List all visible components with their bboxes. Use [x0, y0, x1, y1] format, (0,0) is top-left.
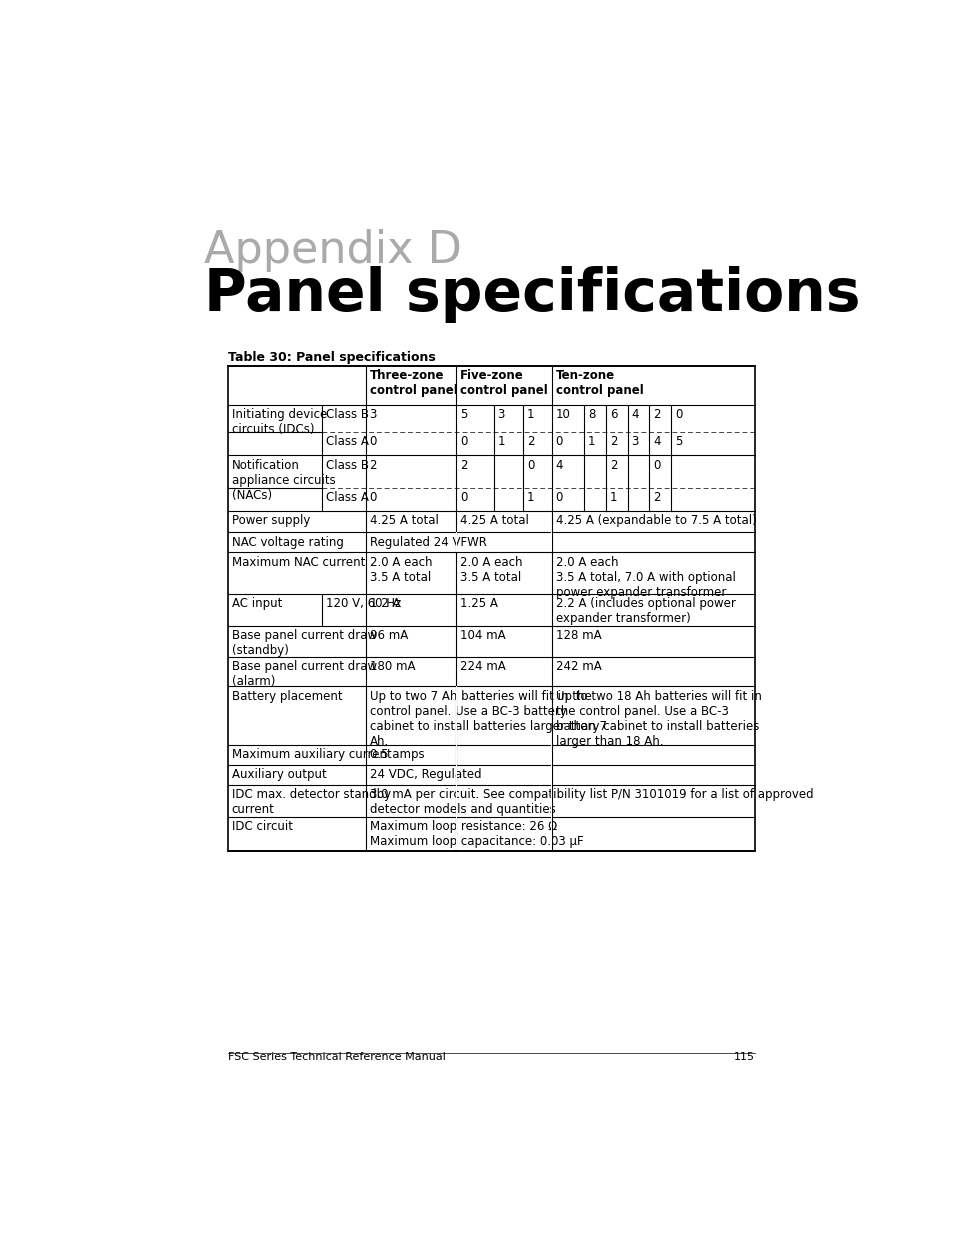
Text: 1: 1: [609, 490, 617, 504]
Text: 4: 4: [631, 408, 639, 421]
Text: 3: 3: [369, 408, 376, 421]
Text: 2: 2: [653, 408, 660, 421]
Text: Class B: Class B: [326, 458, 369, 472]
Text: 24 VDC, Regulated: 24 VDC, Regulated: [369, 768, 480, 781]
Text: Table 30: Panel specifications: Table 30: Panel specifications: [228, 351, 435, 364]
Text: 0: 0: [555, 436, 562, 448]
Text: Panel specifications: Panel specifications: [204, 266, 861, 324]
Text: Notification
appliance circuits
(NACs): Notification appliance circuits (NACs): [232, 458, 335, 501]
Bar: [551, 532, 552, 552]
Text: Up to two 7 Ah batteries will fit in the
control panel. Use a BC-3 battery
cabin: Up to two 7 Ah batteries will fit in the…: [369, 689, 606, 747]
Text: 0: 0: [526, 458, 534, 472]
Text: 2: 2: [459, 458, 467, 472]
Text: 2.0 A each
3.5 A total: 2.0 A each 3.5 A total: [459, 556, 522, 583]
Text: 0: 0: [369, 436, 376, 448]
Text: 3: 3: [631, 436, 639, 448]
Text: Initiating device
circuits (IDCs): Initiating device circuits (IDCs): [232, 408, 327, 436]
Text: NAC voltage rating: NAC voltage rating: [232, 536, 343, 548]
Text: 128 mA: 128 mA: [555, 630, 600, 642]
Text: Class B: Class B: [326, 408, 369, 421]
Text: 4.25 A (expandable to 7.5 A total): 4.25 A (expandable to 7.5 A total): [555, 514, 756, 527]
Text: 4.25 A total: 4.25 A total: [369, 514, 438, 527]
Text: 1: 1: [497, 436, 504, 448]
Text: 0: 0: [674, 408, 681, 421]
Text: 2: 2: [609, 436, 617, 448]
Text: 0.5 amps: 0.5 amps: [369, 748, 424, 761]
Text: 6: 6: [609, 408, 617, 421]
Text: 0: 0: [369, 490, 376, 504]
Bar: [228, 366, 754, 851]
Text: 0: 0: [459, 436, 467, 448]
Text: 96 mA: 96 mA: [369, 630, 407, 642]
Text: 2: 2: [369, 458, 376, 472]
Text: 5: 5: [459, 408, 467, 421]
Text: Five-zone
control panel: Five-zone control panel: [459, 369, 547, 398]
Text: 1: 1: [587, 436, 595, 448]
Text: Maximum auxiliary current: Maximum auxiliary current: [232, 748, 391, 761]
Text: 4: 4: [653, 436, 660, 448]
Text: 2: 2: [526, 436, 534, 448]
Text: Ten-zone
control panel: Ten-zone control panel: [555, 369, 642, 398]
Text: 224 mA: 224 mA: [459, 661, 505, 673]
Text: 115: 115: [733, 1052, 754, 1062]
Text: Base panel current draw
(alarm): Base panel current draw (alarm): [232, 661, 376, 688]
Text: 242 mA: 242 mA: [555, 661, 600, 673]
Text: Battery placement: Battery placement: [232, 689, 342, 703]
Text: 104 mA: 104 mA: [459, 630, 505, 642]
Text: Three-zone
control panel: Three-zone control panel: [369, 369, 456, 398]
Text: Class A: Class A: [326, 436, 369, 448]
Text: 2.2 A (includes optional power
expander transformer): 2.2 A (includes optional power expander …: [555, 597, 735, 625]
Text: 2: 2: [609, 458, 617, 472]
Text: 1.2 A: 1.2 A: [369, 597, 399, 610]
Text: 10: 10: [555, 408, 570, 421]
Text: 120 V, 60 Hz: 120 V, 60 Hz: [326, 597, 401, 610]
Text: IDC circuit: IDC circuit: [232, 820, 293, 834]
Text: 5: 5: [674, 436, 681, 448]
Bar: [551, 818, 552, 851]
Text: FSC Series Technical Reference Manual: FSC Series Technical Reference Manual: [228, 1052, 445, 1062]
Bar: [551, 745, 552, 764]
Text: 2: 2: [653, 490, 660, 504]
Text: 2.0 A each
3.5 A total: 2.0 A each 3.5 A total: [369, 556, 432, 583]
Text: Power supply: Power supply: [232, 514, 310, 527]
Text: 0: 0: [555, 490, 562, 504]
Text: 8: 8: [587, 408, 595, 421]
Text: 1: 1: [526, 490, 534, 504]
Text: 4.25 A total: 4.25 A total: [459, 514, 529, 527]
Text: AC input: AC input: [232, 597, 282, 610]
Text: 180 mA: 180 mA: [369, 661, 415, 673]
Text: 1: 1: [526, 408, 534, 421]
Bar: [551, 764, 552, 785]
Text: Maximum NAC current: Maximum NAC current: [232, 556, 365, 568]
Text: 3.0 mA per circuit. See compatibility list P/N 3101019 for a list of approved
de: 3.0 mA per circuit. See compatibility li…: [369, 788, 812, 816]
Text: Appendix D: Appendix D: [204, 228, 462, 272]
Text: 0: 0: [459, 490, 467, 504]
Text: IDC max. detector standby
current: IDC max. detector standby current: [232, 788, 391, 816]
Text: 3: 3: [497, 408, 504, 421]
Text: 1.25 A: 1.25 A: [459, 597, 497, 610]
Text: 2.0 A each
3.5 A total, 7.0 A with optional
power expander transformer: 2.0 A each 3.5 A total, 7.0 A with optio…: [555, 556, 735, 599]
Text: Maximum loop resistance: 26 Ω
Maximum loop capacitance: 0.03 μF: Maximum loop resistance: 26 Ω Maximum lo…: [369, 820, 582, 848]
Text: Regulated 24 VFWR: Regulated 24 VFWR: [369, 536, 486, 548]
Text: 4: 4: [555, 458, 562, 472]
Text: Class A: Class A: [326, 490, 369, 504]
Text: Base panel current draw
(standby): Base panel current draw (standby): [232, 630, 376, 657]
Text: Auxiliary output: Auxiliary output: [232, 768, 326, 781]
Bar: [551, 785, 552, 818]
Text: 0: 0: [653, 458, 659, 472]
Text: Up to two 18 Ah batteries will fit in
the control panel. Use a BC-3
battery cabi: Up to two 18 Ah batteries will fit in th…: [555, 689, 760, 747]
